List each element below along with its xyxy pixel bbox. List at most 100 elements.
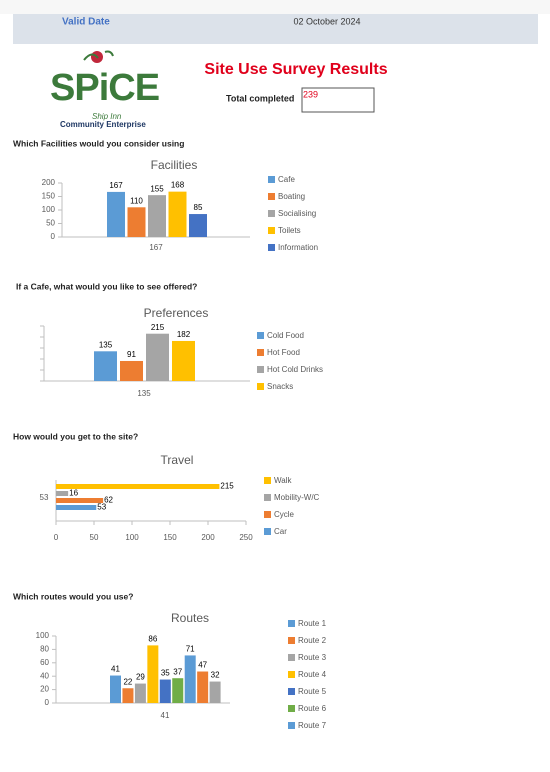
legend-swatch [288,671,295,678]
bar [110,675,121,703]
y-tick-label: 20 [40,685,49,694]
total-box [301,87,375,113]
legend-swatch [288,620,295,627]
legend-label: Car [274,527,287,536]
legend-swatch [257,349,264,356]
bar [122,688,134,703]
y-tick-label: 150 [42,192,56,201]
value-label: 29 [136,673,145,682]
value-label: 110 [130,196,143,205]
legend-label: Cafe [278,175,295,184]
legend-swatch [268,193,275,200]
legend-swatch [288,705,295,712]
legend-swatch [264,528,271,535]
y-tick-label: 50 [46,219,55,228]
y-tick-label: 0 [51,232,56,241]
logo-line2: Community Enterprise [60,120,146,129]
value-label: 16 [69,489,78,498]
chart-title: Preferences [144,306,209,320]
legend-label: Route 4 [298,670,327,679]
value-label: 22 [123,677,132,686]
legend-swatch [288,722,295,729]
logo-name: SPiCE [50,67,159,109]
bar [56,491,69,496]
report-title: Site Use Survey Results [204,61,387,78]
x-tick-label: 250 [239,533,253,542]
value-label: 85 [194,203,203,212]
legend-label: Hot Food [267,348,300,357]
bar [56,484,220,489]
value-label: 41 [111,665,120,674]
header-date: 02 October 2024 [293,16,360,26]
question: Which routes would you use? [13,591,133,601]
legend-swatch [268,227,275,234]
total-value: 239 [303,89,318,99]
value-label: 71 [186,645,195,654]
bar [56,498,104,503]
legend-swatch [268,244,275,251]
question: If a Cafe, what would you like to see of… [16,281,197,291]
legend-swatch [288,688,295,695]
y-tick-label: 80 [40,645,49,654]
value-label: 215 [220,482,234,491]
question: Which Facilities would you consider usin… [13,138,184,148]
bar [107,191,125,237]
bar [120,360,143,381]
bar [197,671,209,703]
top-strip [0,0,550,14]
legend-label: Snacks [267,382,293,391]
legend-swatch [264,511,271,518]
value-label: 53 [97,503,106,512]
legend-swatch [288,637,295,644]
category-label: 41 [161,711,170,720]
bar [127,207,146,237]
category-label: 53 [40,493,49,502]
legend-swatch [257,366,264,373]
value-label: 35 [161,669,170,678]
bar [168,191,187,237]
legend-label: Hot Cold Drinks [267,365,323,374]
bar [159,679,171,703]
chart-title: Facilities [151,158,198,172]
bar [184,655,196,703]
value-label: 62 [104,496,113,505]
legend-label: Toilets [278,226,301,235]
y-tick-label: 100 [36,631,50,640]
legend-label: Route 2 [298,636,327,645]
legend-swatch [268,176,275,183]
legend-label: Boating [278,192,305,201]
logo-line1: Ship Inn [92,112,122,121]
x-tick-label: 100 [125,533,139,542]
chart-title: Routes [171,611,209,625]
legend-swatch [264,477,271,484]
bar [94,351,117,381]
value-label: 91 [127,350,136,359]
category-label: 167 [149,243,163,252]
value-label: 182 [177,330,191,339]
legend-label: Route 7 [298,721,327,730]
legend-swatch [268,210,275,217]
bar [148,195,166,237]
bar [56,505,97,510]
bar [172,340,195,381]
legend-label: Cold Food [267,331,304,340]
value-label: 47 [198,661,207,670]
y-tick-label: 0 [45,698,50,707]
bar [209,681,221,703]
legend-label: Walk [274,476,292,485]
legend-label: Mobility-W/C [274,493,320,502]
total-label: Total completed [226,93,294,103]
legend-label: Socialising [278,209,316,218]
value-label: 135 [99,340,113,349]
legend-swatch [257,383,264,390]
legend-label: Route 1 [298,619,327,628]
y-tick-label: 40 [40,671,49,680]
header-label: Valid Date [62,17,110,28]
logo-leaf [83,50,114,61]
value-label: 167 [109,181,123,190]
x-tick-label: 50 [90,533,99,542]
legend-swatch [257,332,264,339]
bar [172,678,184,703]
x-tick-label: 200 [201,533,215,542]
